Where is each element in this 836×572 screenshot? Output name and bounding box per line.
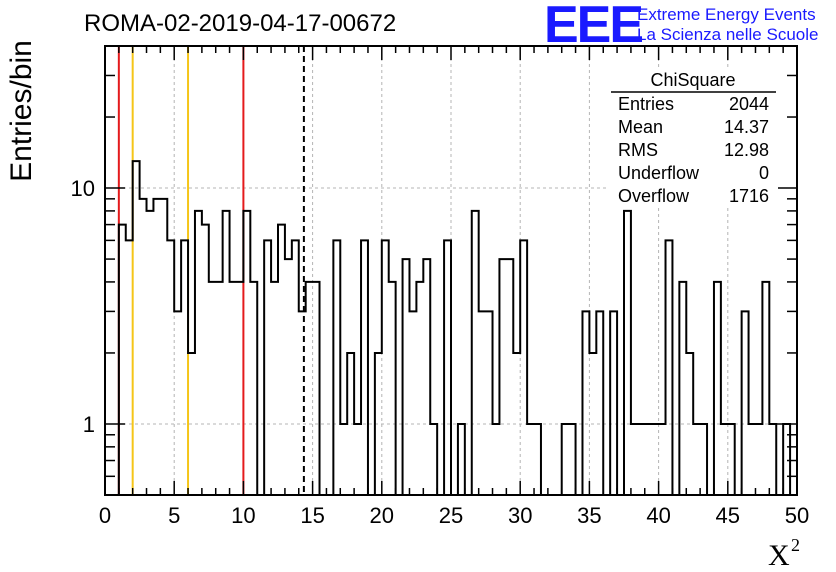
x-tick-label: 25 — [439, 503, 463, 528]
eee-logo: EEE — [544, 0, 642, 54]
project-name: Extreme Energy Events — [637, 5, 816, 24]
histogram-line — [105, 160, 797, 496]
y-tick-label: 1 — [83, 412, 95, 437]
stats-label: RMS — [618, 140, 658, 160]
x-tick-label: 15 — [300, 503, 324, 528]
stats-label: Entries — [618, 94, 674, 114]
x-tick-label: 40 — [646, 503, 670, 528]
project-subtitle: La Scienza nelle Scuole — [637, 25, 818, 44]
x-tick-label: 45 — [716, 503, 740, 528]
x-tick-label: 35 — [577, 503, 601, 528]
stats-value: 12.98 — [724, 140, 769, 160]
x-tick-label: 5 — [168, 503, 180, 528]
y-tick-label: 10 — [71, 176, 95, 201]
stats-value: 0 — [759, 163, 769, 183]
y-axis-title: Entries/bin — [5, 40, 38, 182]
stats-box: ChiSquare Entries 2044 Mean 14.37 RMS 12.98 Un… — [608, 68, 778, 208]
stats-value: 2044 — [729, 94, 769, 114]
stats-value: 1716 — [729, 186, 769, 206]
stats-label: Mean — [618, 117, 663, 137]
x-tick-label: 10 — [231, 503, 255, 528]
x-tick-label: 0 — [99, 503, 111, 528]
stats-label: Overflow — [618, 186, 690, 206]
x-tick-label: 20 — [370, 503, 394, 528]
reference-lines — [117, 46, 305, 495]
stats-title: ChiSquare — [650, 70, 735, 90]
stats-label: Underflow — [618, 163, 700, 183]
y-axis: 1 10 — [71, 45, 797, 496]
x-axis-title: X — [768, 539, 790, 572]
x-tick-label: 30 — [508, 503, 532, 528]
stats-value: 14.37 — [724, 117, 769, 137]
x-tick-label: 50 — [785, 503, 809, 528]
x-axis: 0 5 10 15 20 25 30 35 40 45 50 — [99, 46, 809, 528]
run-title: ROMA-02-2019-04-17-00672 — [84, 10, 396, 37]
x-axis-title-superscript: 2 — [791, 535, 800, 555]
